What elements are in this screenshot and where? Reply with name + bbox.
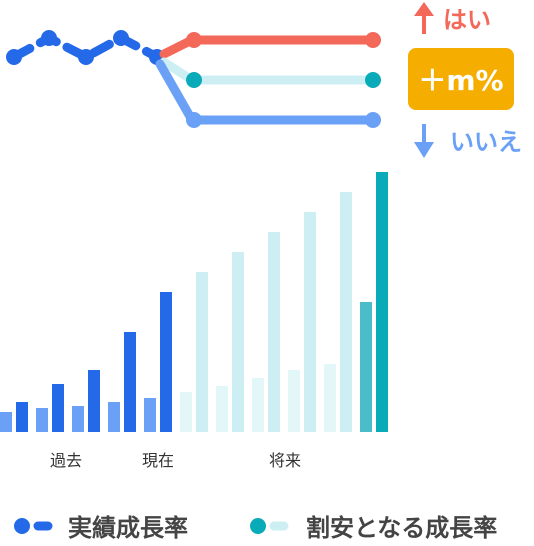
scenario-low-start: [186, 112, 202, 128]
scenario-high-start: [186, 32, 202, 48]
up-arrow-icon: [414, 2, 434, 34]
bar-base: [36, 408, 48, 432]
bar-growth: [52, 384, 64, 432]
bar-growth: [304, 212, 316, 432]
legend-actual-label: 実績成長率: [68, 514, 188, 542]
bar-base: [288, 370, 300, 432]
bar-growth: [268, 232, 280, 432]
bar-base: [108, 402, 120, 432]
bar-base: [144, 398, 156, 432]
legend-hurdle-label: 割安となる成長率: [306, 514, 497, 542]
bar-growth: [232, 252, 244, 432]
bar-base: [324, 364, 336, 432]
bar-base: [252, 378, 264, 432]
no-label: いいえ: [450, 128, 522, 156]
scenario-mid-start: [186, 72, 202, 88]
growth-bars: [0, 172, 388, 432]
bar-base: [360, 302, 372, 432]
legend-hurdle-dot: [250, 518, 266, 534]
legend-actual-dot: [14, 518, 30, 534]
actual-point: [113, 30, 129, 46]
scenario-mid-end: [365, 72, 381, 88]
bar-growth: [376, 172, 388, 432]
down-arrow-icon: [414, 124, 434, 158]
x-label-present: 現在: [142, 451, 174, 470]
bar-growth: [88, 370, 100, 432]
legend-hurdle: 割安となる成長率: [250, 514, 497, 542]
actual-point: [6, 49, 22, 65]
growth-lines: [6, 30, 381, 128]
bar-growth: [124, 332, 136, 432]
scenario-low-end: [365, 112, 381, 128]
x-label-past: 過去: [50, 451, 82, 470]
bar-base: [180, 392, 192, 432]
x-label-future: 将来: [269, 451, 301, 470]
bar-growth: [196, 272, 208, 432]
bar-base: [0, 412, 12, 432]
bar-growth: [16, 402, 28, 432]
growth-premium-badge: ＋m%: [408, 48, 514, 110]
bar-base: [72, 406, 84, 432]
legend-actual: 実績成長率: [14, 514, 188, 542]
scenario-high-end: [365, 32, 381, 48]
bar-growth: [160, 292, 172, 432]
bar-growth: [340, 192, 352, 432]
actual-point: [41, 30, 57, 46]
actual-point: [78, 49, 94, 65]
yes-label: はい: [443, 6, 491, 34]
bar-base: [216, 386, 228, 432]
growth-premium-text: ＋m%: [418, 64, 504, 97]
down-branch: [155, 59, 197, 125]
